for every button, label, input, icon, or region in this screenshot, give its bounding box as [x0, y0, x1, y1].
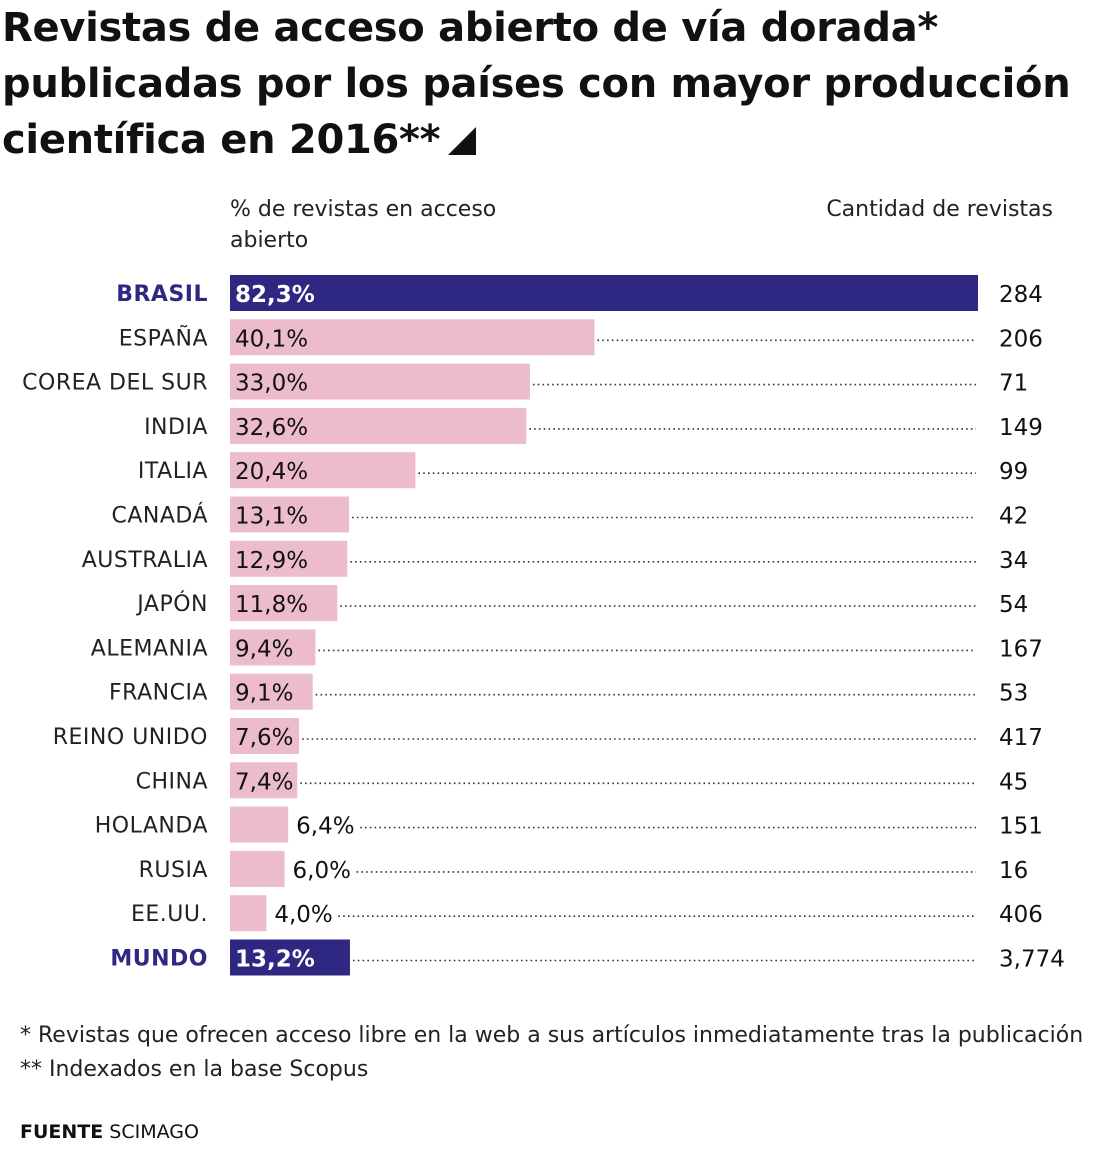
category-label: HOLANDA — [95, 814, 208, 839]
count-label: 99 — [999, 459, 1028, 485]
category-label: MUNDO — [110, 947, 208, 972]
footnotes: * Revistas que ofrecen acceso libre en l… — [20, 1019, 1083, 1087]
bar — [230, 585, 338, 622]
category-label: AUSTRALIA — [82, 548, 208, 573]
category-label: BRASIL — [116, 282, 208, 307]
category-label: ITALIA — [138, 459, 208, 484]
count-label: 406 — [999, 902, 1043, 928]
bar — [230, 363, 530, 400]
value-label: 20,4% — [235, 459, 308, 485]
bar — [230, 540, 348, 577]
value-label: 33,0% — [235, 371, 308, 397]
value-label: 11,8% — [235, 592, 308, 618]
header-count: Cantidad de revistas — [826, 197, 1053, 222]
value-label: 32,6% — [235, 415, 308, 441]
category-label: ESPAÑA — [119, 324, 208, 351]
bar — [230, 629, 316, 666]
category-label: CANADÁ — [111, 503, 208, 529]
category-label: COREA DEL SUR — [22, 371, 208, 396]
category-label: ALEMANIA — [91, 636, 208, 661]
footnote-1: * Revistas que ofrecen acceso libre en l… — [20, 1023, 1084, 1048]
bar — [230, 496, 350, 533]
source: FUENTE SCIMAGO — [20, 1121, 199, 1143]
value-label: 82,3% — [235, 282, 315, 308]
value-label: 13,1% — [235, 504, 308, 530]
footnote-2: ** Indexados en la base Scopus — [20, 1057, 369, 1082]
count-label: 417 — [999, 725, 1043, 751]
category-label: INDIA — [144, 415, 208, 440]
count-label: 54 — [999, 592, 1028, 618]
category-label: CHINA — [136, 769, 208, 794]
bar — [230, 673, 313, 710]
bar — [230, 806, 289, 843]
bar — [230, 275, 978, 311]
value-label: 13,2% — [235, 947, 315, 973]
triangle-icon — [448, 127, 477, 155]
bar — [230, 939, 350, 976]
value-label: 9,1% — [235, 681, 293, 707]
count-label: 45 — [999, 769, 1028, 795]
count-label: 42 — [999, 504, 1028, 530]
bar — [230, 319, 595, 356]
category-label: RUSIA — [139, 858, 208, 883]
bar — [230, 407, 527, 444]
bar — [230, 718, 300, 754]
bar — [230, 762, 298, 799]
value-label: 9,4% — [235, 636, 293, 662]
value-label: 4,0% — [274, 902, 332, 928]
category-label: FRANCIA — [109, 681, 208, 706]
category-label: REINO UNIDO — [53, 725, 208, 750]
category-label: JAPÓN — [135, 591, 208, 617]
value-label: 12,9% — [235, 548, 308, 574]
count-label: 149 — [999, 415, 1043, 441]
count-label: 3,774 — [999, 947, 1065, 973]
count-label: 284 — [999, 282, 1043, 308]
count-label: 151 — [999, 814, 1043, 840]
bar — [230, 452, 416, 489]
count-label: 71 — [999, 371, 1028, 397]
count-label: 53 — [999, 681, 1028, 707]
source-value: SCIMAGO — [109, 1121, 199, 1143]
bar — [230, 895, 267, 932]
count-label: 206 — [999, 326, 1043, 352]
value-label: 6,0% — [293, 858, 351, 884]
source-label: FUENTE — [20, 1121, 104, 1143]
bar — [230, 850, 285, 887]
bar-chart: BRASIL 82,3% 284 ESPAÑA 40,1% 206 COREA DEL SU… — [22, 275, 1065, 976]
value-label: 7,4% — [235, 769, 293, 795]
value-label: 6,4% — [296, 814, 354, 840]
count-label: 167 — [999, 636, 1043, 662]
count-label: 16 — [999, 858, 1028, 884]
chart-title: Revistas de acceso abierto de vía dorada… — [2, 5, 1071, 163]
header-percent: % de revistas en acceso abierto — [230, 197, 497, 253]
value-label: 7,6% — [235, 725, 293, 751]
value-label: 40,1% — [235, 326, 308, 352]
category-label: EE.UU. — [131, 902, 208, 927]
count-label: 34 — [999, 548, 1028, 574]
